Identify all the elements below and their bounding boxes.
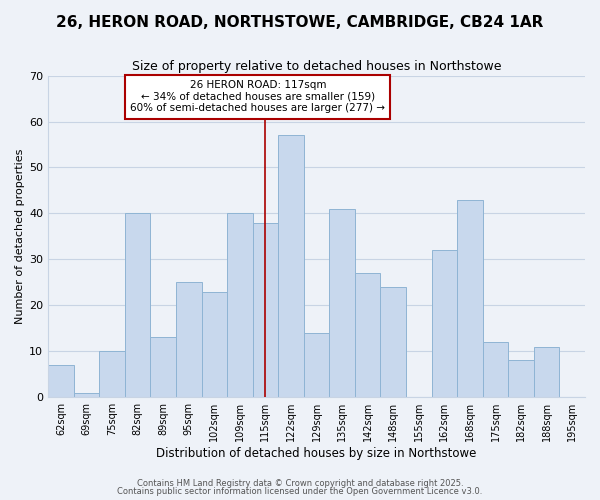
Text: Contains public sector information licensed under the Open Government Licence v3: Contains public sector information licen… xyxy=(118,487,482,496)
Bar xyxy=(329,209,355,397)
Bar xyxy=(380,287,406,397)
Bar xyxy=(508,360,534,397)
Bar xyxy=(253,222,278,397)
Y-axis label: Number of detached properties: Number of detached properties xyxy=(15,148,25,324)
Text: 26 HERON ROAD: 117sqm
← 34% of detached houses are smaller (159)
60% of semi-det: 26 HERON ROAD: 117sqm ← 34% of detached … xyxy=(130,80,385,114)
Bar xyxy=(202,292,227,397)
Bar xyxy=(48,365,74,397)
Bar xyxy=(99,352,125,397)
Bar xyxy=(176,282,202,397)
Bar xyxy=(483,342,508,397)
Bar xyxy=(457,200,483,397)
Bar xyxy=(125,214,151,397)
Bar xyxy=(355,273,380,397)
Title: Size of property relative to detached houses in Northstowe: Size of property relative to detached ho… xyxy=(132,60,502,73)
Text: Contains HM Land Registry data © Crown copyright and database right 2025.: Contains HM Land Registry data © Crown c… xyxy=(137,478,463,488)
Bar xyxy=(278,136,304,397)
Bar xyxy=(304,333,329,397)
Bar xyxy=(151,338,176,397)
Text: 26, HERON ROAD, NORTHSTOWE, CAMBRIDGE, CB24 1AR: 26, HERON ROAD, NORTHSTOWE, CAMBRIDGE, C… xyxy=(56,15,544,30)
Bar xyxy=(74,392,99,397)
X-axis label: Distribution of detached houses by size in Northstowe: Distribution of detached houses by size … xyxy=(157,447,477,460)
Bar xyxy=(534,346,559,397)
Bar xyxy=(431,250,457,397)
Bar xyxy=(227,214,253,397)
